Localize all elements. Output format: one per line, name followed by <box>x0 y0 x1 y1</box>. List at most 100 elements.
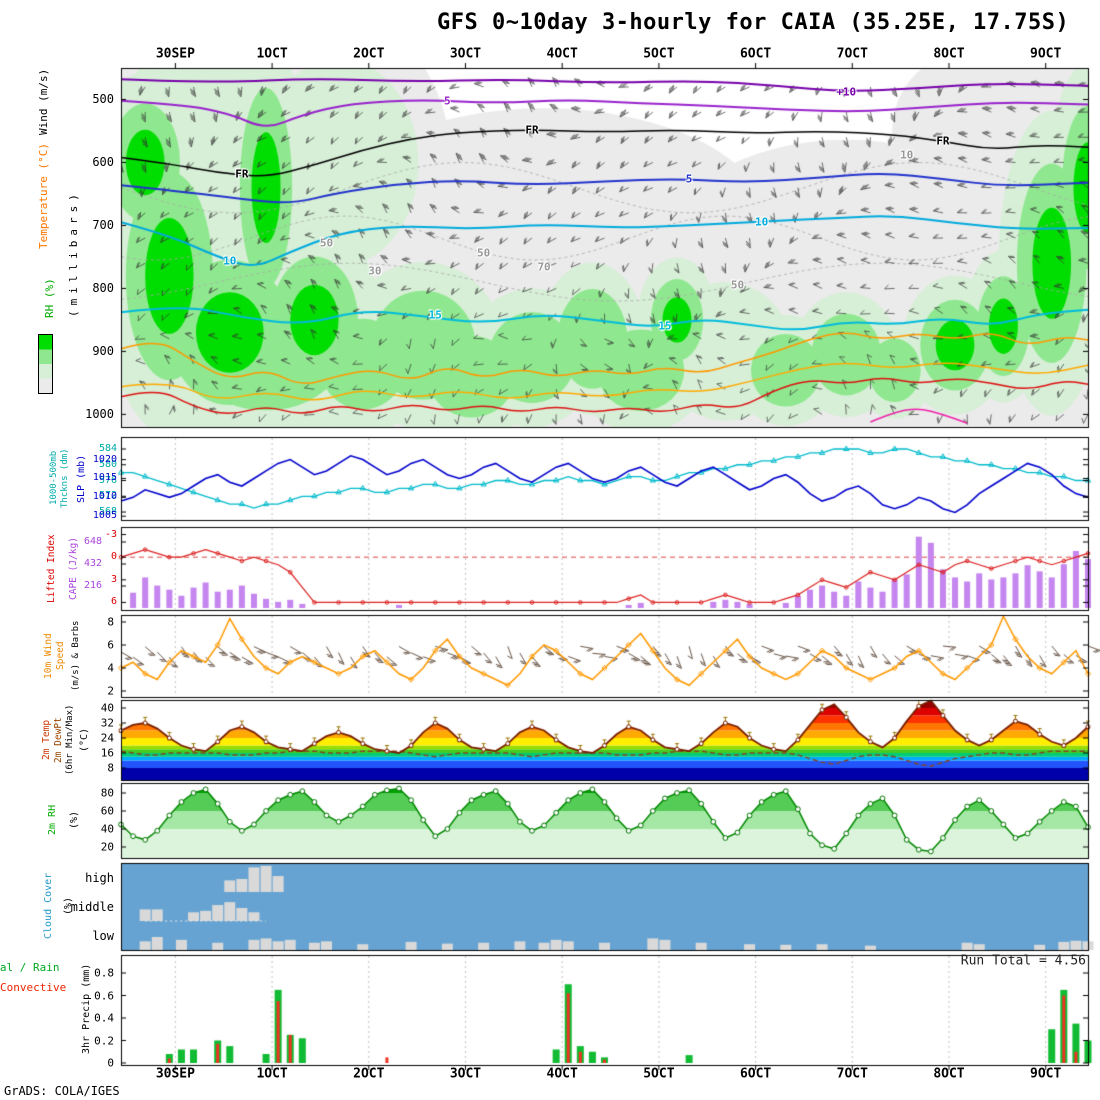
slp-axis-label: SLP (mb) <box>76 454 87 504</box>
rh-axis-label: RH (%) <box>43 278 56 318</box>
lifted-index-tick-label: 0 <box>110 551 117 563</box>
precip-tick-label: 0 <box>107 1056 114 1070</box>
contour-label: 50 <box>477 246 491 260</box>
pressure-tick-label: 600 <box>92 155 114 170</box>
dewpt2m-axis-label: 2m DewPt <box>53 717 64 763</box>
date-label-top: 30SEP <box>155 46 195 62</box>
pressure-tick-label: 800 <box>92 281 114 296</box>
date-label-bottom: 4OCT <box>546 1066 578 1082</box>
thickness-axis-label-2: Thckns (dm) <box>60 448 70 508</box>
thickness-tick-label: 580 <box>98 458 117 470</box>
date-label-bottom: 5OCT <box>643 1066 675 1082</box>
cloud-axis-label: Cloud Cover <box>43 872 54 940</box>
wind10m-axis-label-1: 10m Wind <box>43 633 54 679</box>
contour-label: +10 <box>836 85 857 99</box>
slp-tick-label: 1010 <box>92 491 117 503</box>
wind10m-tick-label: 8 <box>107 615 114 629</box>
date-label-bottom: 8OCT <box>933 1066 965 1082</box>
lifted-index-tick-label: -3 <box>104 528 117 540</box>
date-label-bottom: 7OCT <box>836 1066 868 1082</box>
contour-label: 70 <box>537 260 551 274</box>
pressure-tick-label: 500 <box>92 92 114 107</box>
date-label-top: 2OCT <box>353 46 385 62</box>
temp2m-tick-label: 24 <box>100 731 114 745</box>
minmax-axis-label: (6hr Min/Max) <box>65 704 75 776</box>
date-label-bottom: 2OCT <box>353 1066 385 1082</box>
cloud-row-label: middle <box>70 899 114 914</box>
degc-axis-label: (°C) <box>79 727 90 753</box>
rh2m-axis-label: 2m RH <box>47 804 58 836</box>
contour-label: 50 <box>730 278 745 292</box>
slp-tick-label: 1005 <box>92 510 117 522</box>
date-label-top: 4OCT <box>546 46 578 62</box>
slp-tick-label: 1015 <box>92 472 117 484</box>
rh2m-tick-label: 40 <box>100 822 114 836</box>
precip-tick-label: 0.8 <box>94 966 114 980</box>
temp2m-tick-label: 8 <box>107 761 114 775</box>
pressure-axis-label: (millibars) <box>67 189 80 317</box>
precip-tick-label: 0.6 <box>94 989 114 1002</box>
contour-label: 30 <box>368 264 382 278</box>
rh2m-tick-label: 80 <box>100 786 114 800</box>
cape-tick-label: 648 <box>83 536 102 547</box>
contour-label: FR <box>525 123 539 137</box>
lifted-index-tick-label: 6 <box>110 596 117 608</box>
wind10m-tick-label: 6 <box>107 638 114 652</box>
date-label-bottom: 6OCT <box>739 1066 772 1082</box>
pressure-tick-label: 1000 <box>85 407 114 422</box>
date-label-top: 9OCT <box>1030 46 1062 62</box>
cape-tick-label: 432 <box>83 558 102 569</box>
chart-title: GFS 0~10day 3-hourly for CAIA (35.25E, 1… <box>437 10 1070 35</box>
lifted-index-axis-label: Lifted Index <box>46 534 57 604</box>
cape-axis-label: CAPE (J/kg) <box>68 537 79 601</box>
temperature-axis-label: Temperature (°C) <box>37 143 50 249</box>
precip-tick-label: 0.2 <box>94 1034 114 1047</box>
temp2m-tick-label: 16 <box>100 746 114 760</box>
rh2m-tick-label: 20 <box>100 840 114 854</box>
wind10m-tick-label: 4 <box>107 661 114 675</box>
contour-label: 15 <box>428 308 442 322</box>
contour-label: FR <box>235 167 249 181</box>
run-total-label: Run Total = 4.56 <box>960 953 1086 969</box>
cloud-row-label: high <box>85 870 114 885</box>
rh2m-tick-label: 60 <box>100 804 114 818</box>
date-label-bottom: 9OCT <box>1030 1066 1062 1082</box>
lifted-index-tick-label: 3 <box>110 573 117 585</box>
date-label-bottom: 30SEP <box>155 1066 195 1082</box>
contour-label: 15 <box>658 319 672 333</box>
date-label-bottom: 3OCT <box>449 1066 482 1082</box>
cloud-row-label: low <box>92 928 114 943</box>
temp2m-tick-label: 40 <box>100 701 114 715</box>
precip-total-label: Total / Rain <box>0 961 60 974</box>
contour-label: 50 <box>319 236 334 250</box>
slp-tick-label: 1020 <box>92 453 117 465</box>
date-label-bottom: 1OCT <box>256 1066 288 1082</box>
cape-tick-label: 216 <box>83 580 102 591</box>
thickness-tick-label: 572 <box>98 490 117 502</box>
contour-label: 10 <box>900 148 914 162</box>
wind10m-axis-label-2: Speed <box>55 641 66 671</box>
wind10m-tick-label: 2 <box>107 684 114 698</box>
date-label-top: 8OCT <box>933 46 965 62</box>
thickness-axis-label-1: 1000-500mb <box>49 450 59 506</box>
rh2m-unit-label: (%) <box>69 810 80 830</box>
date-label-top: 1OCT <box>256 46 288 62</box>
date-label-top: 3OCT <box>449 46 482 62</box>
contour-label: FR <box>936 134 950 148</box>
pressure-tick-label: 900 <box>92 344 114 359</box>
thickness-tick-label: 584 <box>98 443 117 454</box>
grads-credit: GrADS: COLA/IGES <box>4 1084 120 1098</box>
temp2m-tick-label: 32 <box>100 716 114 730</box>
contour-label: 10 <box>755 215 769 229</box>
date-label-top: 6OCT <box>739 46 772 62</box>
contour-label: 10 <box>223 254 237 268</box>
date-label-top: 5OCT <box>643 46 675 62</box>
date-label-top: 7OCT <box>836 46 868 62</box>
thickness-tick-label: 576 <box>98 474 117 486</box>
precip-tick-label: 0.4 <box>94 1011 114 1025</box>
thickness-tick-label: 568 <box>98 506 117 518</box>
precip-convective-label: Convective <box>0 981 67 994</box>
